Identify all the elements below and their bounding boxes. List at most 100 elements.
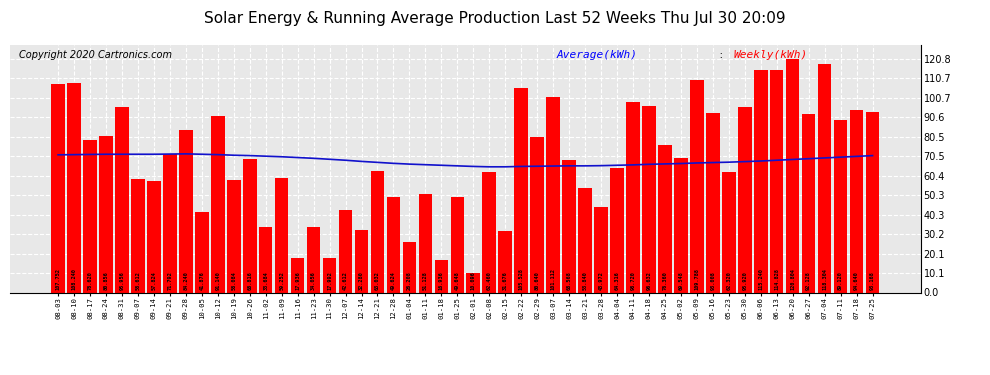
Text: 120.804: 120.804 (790, 268, 795, 290)
Text: :: : (716, 50, 727, 60)
Bar (323, 258, 337, 292)
Bar (578, 188, 592, 292)
Bar (706, 112, 720, 292)
Text: 80.856: 80.856 (104, 271, 109, 290)
Text: 107.752: 107.752 (55, 268, 60, 290)
Text: 49.648: 49.648 (454, 271, 459, 290)
Bar (722, 172, 736, 292)
Text: 92.128: 92.128 (806, 271, 811, 290)
Bar (865, 112, 879, 292)
Text: 33.684: 33.684 (263, 271, 268, 290)
Text: 58.084: 58.084 (232, 271, 237, 290)
Text: 41.876: 41.876 (199, 271, 204, 290)
Bar (802, 114, 816, 292)
Text: 76.360: 76.360 (662, 271, 667, 290)
Text: 16.936: 16.936 (439, 271, 444, 290)
Bar (546, 97, 560, 292)
Bar (291, 258, 304, 292)
Text: 17.936: 17.936 (295, 271, 300, 290)
Text: 68.568: 68.568 (566, 271, 571, 290)
Bar (435, 260, 448, 292)
Bar (307, 226, 321, 292)
Text: 63.032: 63.032 (375, 271, 380, 290)
Bar (115, 107, 129, 292)
Text: 118.304: 118.304 (822, 268, 827, 290)
Text: 26.208: 26.208 (407, 271, 412, 290)
Bar (770, 70, 783, 292)
Text: Weekly(kWh): Weekly(kWh) (734, 50, 808, 60)
Bar (515, 88, 528, 292)
Bar (849, 110, 863, 292)
Text: 105.528: 105.528 (519, 268, 524, 290)
Text: 43.972: 43.972 (599, 271, 604, 290)
Bar (243, 159, 256, 292)
Bar (786, 59, 800, 292)
Bar (690, 80, 704, 292)
Bar (148, 181, 160, 292)
Text: 96.632: 96.632 (646, 271, 651, 290)
Text: 58.612: 58.612 (136, 271, 141, 290)
Text: 98.720: 98.720 (631, 271, 636, 290)
Bar (195, 211, 209, 292)
Text: 62.460: 62.460 (487, 271, 492, 290)
Bar (482, 172, 496, 292)
Text: 93.008: 93.008 (710, 271, 716, 290)
Bar (738, 107, 751, 292)
Bar (370, 171, 384, 292)
Text: 94.640: 94.640 (854, 271, 859, 290)
Bar (67, 83, 81, 292)
Text: 91.140: 91.140 (215, 271, 221, 290)
Bar (627, 102, 640, 292)
Bar (419, 194, 433, 292)
Text: 68.816: 68.816 (248, 271, 252, 290)
Text: 10.096: 10.096 (471, 271, 476, 290)
Bar (339, 210, 352, 292)
Bar (658, 145, 671, 292)
Bar (531, 136, 544, 292)
Bar (403, 242, 416, 292)
Text: 17.992: 17.992 (327, 271, 332, 290)
Bar (834, 120, 847, 292)
Bar (259, 227, 272, 292)
Bar (83, 141, 97, 292)
Bar (275, 178, 288, 292)
Text: 114.828: 114.828 (774, 268, 779, 290)
Bar (754, 70, 767, 292)
Text: 57.824: 57.824 (151, 271, 156, 290)
Text: 109.788: 109.788 (694, 268, 699, 290)
Bar (131, 179, 145, 292)
Bar (498, 231, 512, 292)
Bar (450, 196, 464, 292)
Text: 78.620: 78.620 (87, 271, 92, 290)
Bar (594, 207, 608, 292)
Bar (466, 273, 480, 292)
Text: 89.120: 89.120 (839, 271, 843, 290)
Bar (562, 160, 576, 292)
Text: 108.240: 108.240 (71, 268, 76, 290)
Text: 59.252: 59.252 (279, 271, 284, 290)
Text: 32.280: 32.280 (359, 271, 364, 290)
Bar (354, 230, 368, 292)
Text: Solar Energy & Running Average Production Last 52 Weeks Thu Jul 30 20:09: Solar Energy & Running Average Productio… (204, 11, 786, 26)
Text: 51.128: 51.128 (423, 271, 428, 290)
Text: 101.112: 101.112 (550, 268, 555, 290)
Bar (387, 196, 400, 292)
Text: 31.676: 31.676 (503, 271, 508, 290)
Text: Average(kWh): Average(kWh) (556, 50, 638, 60)
Text: Copyright 2020 Cartronics.com: Copyright 2020 Cartronics.com (19, 50, 172, 60)
Text: 69.548: 69.548 (678, 271, 683, 290)
Bar (163, 154, 176, 292)
Bar (211, 116, 225, 292)
Bar (99, 136, 113, 292)
Bar (227, 180, 241, 292)
Bar (818, 64, 832, 292)
Text: 64.316: 64.316 (615, 271, 620, 290)
Bar (643, 106, 655, 292)
Bar (674, 158, 688, 292)
Text: 49.624: 49.624 (391, 271, 396, 290)
Bar (610, 168, 624, 292)
Text: 71.792: 71.792 (167, 271, 172, 290)
Text: 95.956: 95.956 (120, 271, 125, 290)
Text: 34.056: 34.056 (311, 271, 316, 290)
Text: 53.840: 53.840 (582, 271, 588, 290)
